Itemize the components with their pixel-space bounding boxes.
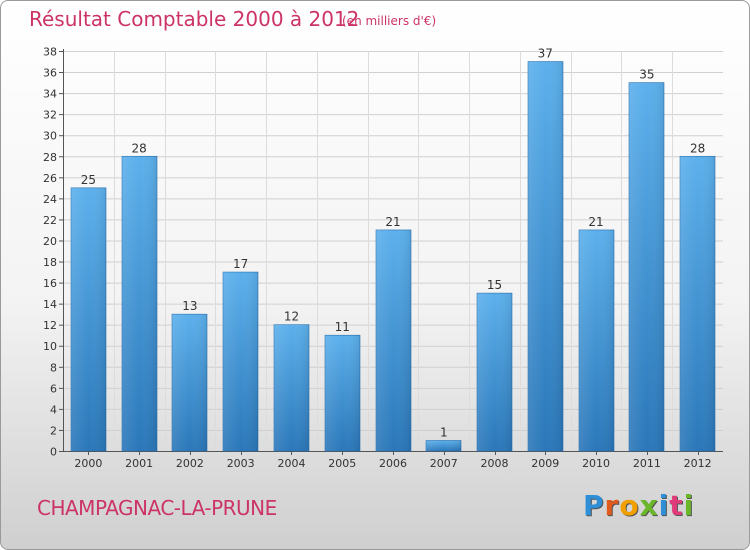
logo-letter: t [669, 489, 684, 522]
logo-letter: P [583, 489, 605, 522]
x-tick-labels: 2000 2001 2002 2003 2004 2005 2006 2007 2008 2009… [74, 457, 711, 470]
value-label-2004: 12 [284, 310, 299, 324]
y-tick-label: 20 [43, 235, 57, 248]
y-tick-label: 10 [43, 340, 57, 353]
y-tick-label: 22 [43, 214, 57, 227]
y-tick-label: 6 [50, 382, 57, 395]
value-label-2009: 37 [538, 47, 553, 61]
y-tick-label: 2 [50, 424, 57, 437]
bar-shade-2005 [325, 335, 360, 451]
y-tick-label: 34 [43, 88, 57, 101]
chart-subtitle: (en milliers d'€) [342, 14, 437, 28]
commune-name: CHAMPAGNAC-LA-PRUNE [37, 496, 277, 520]
x-tick-label-2012: 2012 [684, 457, 712, 470]
y-tick-label: 16 [43, 277, 57, 290]
y-tick-label: 8 [50, 361, 57, 374]
logo-letter: i [683, 489, 695, 522]
x-tick-label-2010: 2010 [582, 457, 610, 470]
proxiti-logo: Proxiti [583, 489, 694, 522]
axes [59, 49, 723, 455]
x-tick-label-2001: 2001 [125, 457, 153, 470]
value-label-2000: 25 [81, 173, 96, 187]
bar-shade-2007 [426, 440, 461, 451]
value-label-2008: 15 [487, 278, 502, 292]
y-tick-label: 0 [50, 446, 57, 459]
value-label-2005: 11 [335, 320, 350, 334]
bar-shade-2006 [376, 229, 411, 451]
bar-shade-2012 [680, 156, 715, 451]
bar-shade-2002 [172, 314, 207, 451]
y-tick-label: 24 [43, 193, 57, 206]
value-label-2010: 21 [588, 215, 603, 229]
y-tick-label: 18 [43, 256, 57, 269]
x-tick-label-2011: 2011 [633, 457, 661, 470]
bar-shade-2004 [274, 324, 309, 451]
x-tick-label-2002: 2002 [176, 457, 204, 470]
bar-shade-2011 [629, 82, 664, 451]
x-tick-label-2005: 2005 [328, 457, 356, 470]
value-label-2003: 17 [233, 257, 248, 271]
y-tick-label: 14 [43, 298, 57, 311]
bar-shade-2000 [71, 187, 106, 451]
y-tick-label: 12 [43, 319, 57, 332]
value-label-2007: 1 [440, 425, 448, 439]
value-label-2012: 28 [690, 141, 705, 155]
bar-shade-2001 [122, 156, 157, 451]
value-label-2001: 28 [132, 141, 147, 155]
bars [70, 61, 716, 452]
value-label-2006: 21 [385, 215, 400, 229]
y-tick-label: 36 [43, 67, 57, 80]
x-tick-label-2000: 2000 [74, 457, 102, 470]
y-tick-label: 32 [43, 109, 57, 122]
bar-shade-2009 [528, 61, 563, 452]
y-tick-label: 38 [43, 46, 57, 59]
y-tick-label: 30 [43, 130, 57, 143]
logo-letter: r [604, 489, 620, 522]
x-tick-label-2007: 2007 [430, 457, 458, 470]
chart-title: Résultat Comptable 2000 à 2012 [29, 7, 360, 31]
value-label-2011: 35 [639, 68, 654, 82]
value-label-2002: 13 [182, 299, 197, 313]
x-tick-label-2006: 2006 [379, 457, 407, 470]
y-tick-label: 4 [50, 403, 57, 416]
bar-shade-2008 [477, 293, 512, 451]
logo-letter: x [639, 489, 659, 522]
bar-shade-2010 [579, 229, 614, 451]
bar-shade-2003 [223, 272, 258, 451]
x-tick-label-2004: 2004 [277, 457, 305, 470]
y-tick-label: 28 [43, 151, 57, 164]
y-tick-label: 26 [43, 172, 57, 185]
logo-letter: o [619, 489, 640, 522]
x-tick-label-2009: 2009 [531, 457, 559, 470]
x-tick-label-2008: 2008 [481, 457, 509, 470]
logo-letter: i [658, 489, 670, 522]
x-tick-label-2003: 2003 [227, 457, 255, 470]
